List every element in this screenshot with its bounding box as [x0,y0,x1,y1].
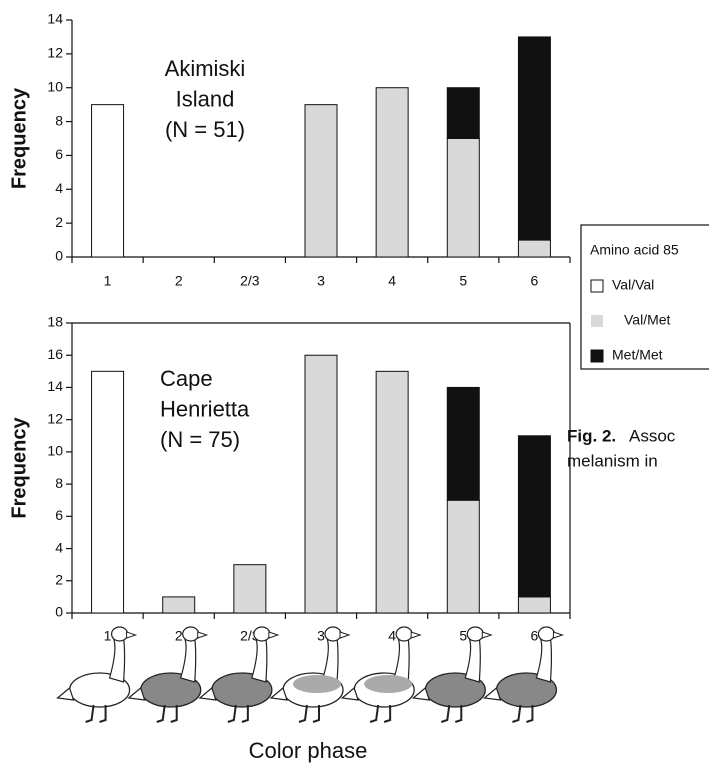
goose-illustration [58,627,136,722]
figure: Color phase Amino acid 85 Fig. 2. Assoc … [0,0,709,768]
y-tick-label: 16 [47,346,63,362]
bar-segment [92,371,124,613]
x-tick-label: 4 [388,273,396,289]
bar-segment [518,436,550,597]
y-tick-label: 10 [47,443,63,459]
caption-text: Assoc [629,426,676,445]
annotation: (N = 51) [165,117,245,142]
legend-label: Met/Met [612,347,663,363]
goose-illustration [484,627,562,722]
bar-segment [518,37,550,240]
legend-swatch [591,280,603,292]
x-tick-label: 6 [531,273,539,289]
x-tick-label: 2 [175,628,183,644]
y-tick-label: 12 [47,410,63,426]
legend-swatch [591,350,603,362]
bar-segment [518,597,550,613]
goose-illustration [342,627,420,722]
legend-label: Val/Met [624,312,671,328]
goose-illustration [413,627,491,722]
caption-text: melanism in [567,451,658,470]
bar-segment [447,500,479,613]
bar-segment [518,240,550,257]
x-tick-label: 3 [317,273,325,289]
y-tick-label: 10 [47,78,63,94]
y-tick-label: 4 [55,539,63,555]
bar-segment [447,139,479,258]
annotation: Henrietta [160,396,250,421]
y-tick-label: 14 [47,378,63,394]
y-tick-label: 18 [47,314,63,330]
annotation: Island [176,86,235,111]
y-tick-label: 12 [47,45,63,61]
bar-segment [447,88,479,139]
goose-illustration [129,627,207,722]
annotation: Cape [160,366,213,391]
y-tick-label: 2 [55,214,63,230]
bar-segment [305,355,337,613]
y-tick-label: 2 [55,571,63,587]
legend-swatch [591,315,603,327]
goose-illustration [271,627,349,722]
bar-segment [447,387,479,500]
bar-segment [305,105,337,257]
x-tick-label: 5 [459,628,467,644]
y-axis-label: Frequency [8,417,30,519]
annotation: Akimiski [165,56,246,81]
x-tick-label: 1 [104,628,112,644]
y-tick-label: 0 [55,248,63,264]
y-tick-label: 6 [55,146,63,162]
legend-title: Amino acid 85 [590,242,679,258]
legend-label: Val/Val [612,277,654,293]
x-tick-label: 5 [459,273,467,289]
y-tick-label: 14 [47,11,63,27]
goose-patch [293,675,341,693]
bar-segment [376,88,408,257]
y-tick-label: 4 [55,180,63,196]
caption-label: Fig. 2. [567,426,616,445]
bar-segment [234,565,266,613]
x-tick-label: 6 [531,628,539,644]
x-tick-label: 3 [317,628,325,644]
y-tick-label: 0 [55,604,63,620]
bar-segment [376,371,408,613]
bar-segment [163,597,195,613]
x-tick-label: 2 [175,273,183,289]
x-tick-label: 2/3 [240,273,260,289]
x-tick-label: 1 [104,273,112,289]
bar-segment [92,105,124,257]
goose-patch [364,675,412,693]
y-tick-label: 6 [55,507,63,523]
x-tick-label: 4 [388,628,396,644]
y-axis-label: Frequency [8,87,30,189]
annotation: (N = 75) [160,427,240,452]
y-tick-label: 8 [55,475,63,491]
y-tick-label: 8 [55,112,63,128]
goose-illustration [200,627,278,722]
x-axis-label: Color phase [249,738,368,763]
